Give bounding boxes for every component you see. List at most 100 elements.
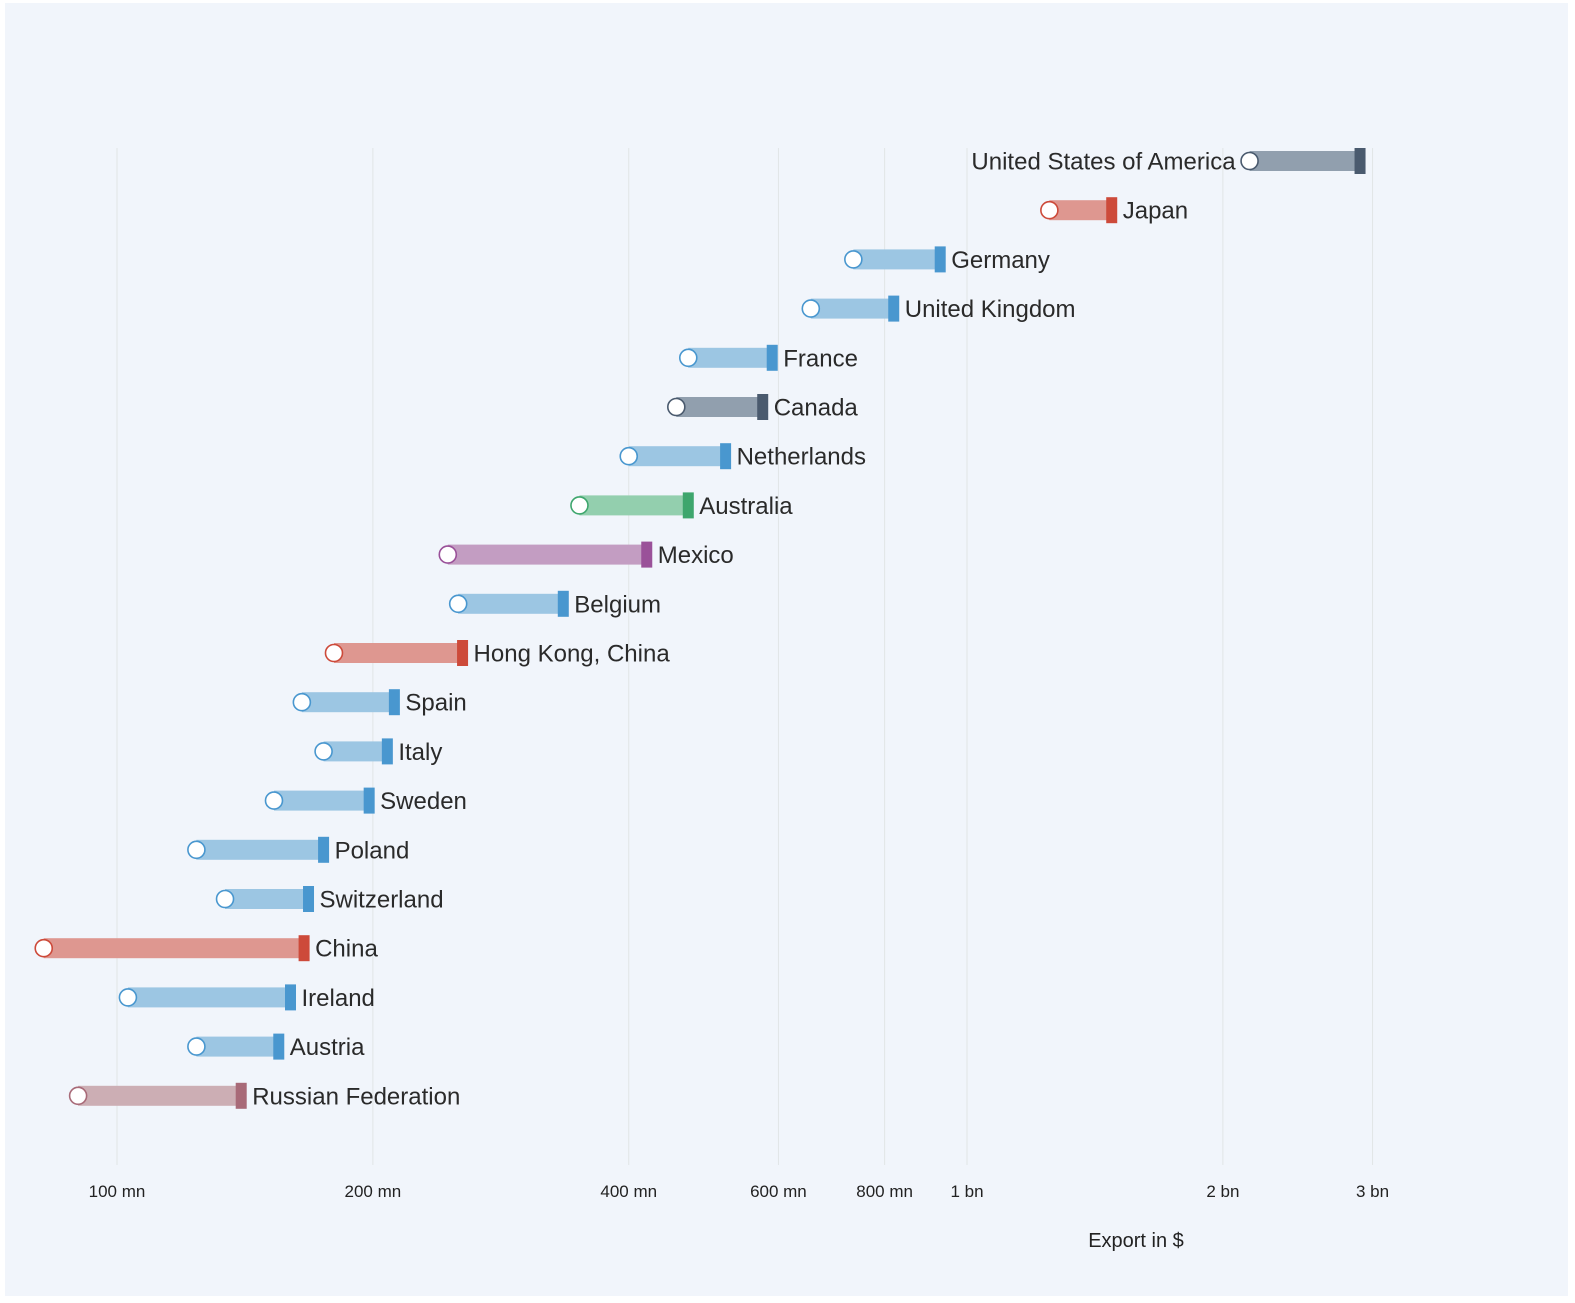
end-marker[interactable] bbox=[363, 787, 375, 814]
range-bar[interactable] bbox=[273, 790, 370, 811]
range-bar[interactable] bbox=[196, 1036, 279, 1057]
start-marker[interactable] bbox=[215, 889, 235, 909]
x-tick-label: 800 mn bbox=[856, 1182, 913, 1201]
row-label: Ireland bbox=[302, 985, 375, 1012]
bar-row-united-states-of-america[interactable]: United States of America bbox=[971, 148, 1366, 176]
end-marker[interactable] bbox=[318, 836, 330, 863]
x-tick-label: 1 bn bbox=[950, 1182, 983, 1201]
start-marker[interactable] bbox=[619, 446, 639, 466]
range-bar[interactable] bbox=[676, 397, 763, 417]
range-bar[interactable] bbox=[43, 938, 305, 959]
x-tick-label: 600 mn bbox=[750, 1182, 807, 1201]
bar-row-canada[interactable]: Canada bbox=[667, 394, 859, 422]
start-marker[interactable] bbox=[118, 988, 138, 1007]
row-label: Germany bbox=[951, 247, 1050, 274]
bar-row-mexico[interactable]: Mexico bbox=[438, 541, 734, 570]
end-marker[interactable] bbox=[298, 935, 310, 962]
bar-row-spain[interactable]: Spain bbox=[292, 689, 467, 717]
range-bar[interactable] bbox=[688, 347, 773, 368]
bar-row-hong-kong-china[interactable]: Hong Kong, China bbox=[324, 640, 671, 668]
bar-row-china[interactable]: China bbox=[34, 935, 378, 963]
start-marker[interactable] bbox=[1040, 200, 1059, 220]
end-marker[interactable] bbox=[273, 1033, 285, 1060]
bar-row-switzerland[interactable]: Switzerland bbox=[215, 886, 444, 914]
start-marker[interactable] bbox=[438, 545, 458, 564]
bar-row-germany[interactable]: Germany bbox=[844, 246, 1050, 274]
row-label: France bbox=[783, 345, 858, 372]
x-axis-title: Export in $ bbox=[1088, 1230, 1184, 1252]
bar-row-sweden[interactable]: Sweden bbox=[264, 787, 467, 816]
end-marker[interactable] bbox=[720, 443, 732, 470]
range-bar[interactable] bbox=[225, 889, 309, 909]
start-marker[interactable] bbox=[68, 1086, 88, 1106]
end-marker[interactable] bbox=[1354, 148, 1366, 174]
bar-row-austria[interactable]: Austria bbox=[187, 1033, 365, 1062]
row-label: Poland bbox=[335, 837, 410, 864]
range-bar[interactable] bbox=[579, 495, 689, 516]
bar-row-japan[interactable]: Japan bbox=[1040, 197, 1188, 225]
end-marker[interactable] bbox=[757, 394, 769, 420]
bar-row-france[interactable]: France bbox=[678, 344, 858, 373]
row-label: Switzerland bbox=[320, 887, 444, 914]
bars: United States of America Japan Germany Unit… bbox=[34, 148, 1366, 1111]
row-label: United States of America bbox=[971, 149, 1236, 176]
range-bar[interactable] bbox=[447, 544, 647, 565]
start-marker[interactable] bbox=[667, 397, 686, 417]
range-bar[interactable] bbox=[810, 298, 894, 319]
range-bar[interactable] bbox=[628, 446, 726, 467]
bar-row-italy[interactable]: Italy bbox=[314, 738, 442, 766]
range-bar[interactable] bbox=[1249, 151, 1361, 171]
end-marker[interactable] bbox=[235, 1082, 247, 1109]
range-bar[interactable] bbox=[323, 741, 388, 762]
start-marker[interactable] bbox=[34, 938, 54, 958]
end-marker[interactable] bbox=[303, 886, 315, 912]
start-marker[interactable] bbox=[187, 1037, 206, 1056]
start-marker[interactable] bbox=[187, 840, 206, 860]
row-label: Japan bbox=[1123, 198, 1188, 225]
range-bar[interactable] bbox=[196, 839, 324, 860]
range-bar[interactable] bbox=[301, 692, 395, 713]
start-marker[interactable] bbox=[801, 299, 821, 318]
bar-row-netherlands[interactable]: Netherlands bbox=[619, 443, 866, 471]
start-marker[interactable] bbox=[844, 250, 863, 269]
start-marker[interactable] bbox=[570, 496, 589, 515]
bar-row-australia[interactable]: Australia bbox=[570, 492, 793, 520]
row-label: United Kingdom bbox=[905, 296, 1076, 323]
start-marker[interactable] bbox=[678, 348, 698, 368]
row-label: Belgium bbox=[574, 591, 661, 618]
end-marker[interactable] bbox=[934, 246, 946, 273]
bar-row-united-kingdom[interactable]: United Kingdom bbox=[801, 295, 1076, 324]
start-marker[interactable] bbox=[264, 791, 284, 810]
range-bar[interactable] bbox=[853, 249, 941, 270]
start-marker[interactable] bbox=[314, 742, 333, 761]
x-tick-label: 400 mn bbox=[600, 1182, 657, 1201]
bar-row-ireland[interactable]: Ireland bbox=[118, 984, 375, 1012]
row-label: Australia bbox=[699, 493, 793, 520]
end-marker[interactable] bbox=[1106, 197, 1118, 224]
end-marker[interactable] bbox=[381, 738, 393, 765]
start-marker[interactable] bbox=[448, 594, 468, 614]
end-marker[interactable] bbox=[641, 541, 653, 568]
start-marker[interactable] bbox=[324, 643, 344, 663]
start-marker[interactable] bbox=[1240, 151, 1259, 171]
bar-row-russian-federation[interactable]: Russian Federation bbox=[68, 1082, 461, 1111]
range-bar[interactable] bbox=[1049, 200, 1112, 221]
end-marker[interactable] bbox=[285, 984, 297, 1011]
end-marker[interactable] bbox=[388, 689, 400, 716]
range-bar[interactable] bbox=[333, 643, 463, 663]
end-marker[interactable] bbox=[766, 344, 778, 371]
bar-row-belgium[interactable]: Belgium bbox=[448, 590, 661, 619]
end-marker[interactable] bbox=[557, 590, 569, 617]
range-bar[interactable] bbox=[127, 987, 291, 1008]
chart-background bbox=[5, 3, 1568, 1296]
bar-row-poland[interactable]: Poland bbox=[187, 836, 410, 865]
end-marker[interactable] bbox=[888, 295, 900, 322]
start-marker[interactable] bbox=[292, 692, 312, 712]
range-bar[interactable] bbox=[458, 593, 564, 614]
end-marker[interactable] bbox=[682, 492, 694, 519]
row-label: Mexico bbox=[658, 542, 734, 569]
row-label: Hong Kong, China bbox=[474, 641, 671, 668]
range-bar[interactable] bbox=[78, 1085, 242, 1106]
end-marker[interactable] bbox=[457, 640, 469, 666]
